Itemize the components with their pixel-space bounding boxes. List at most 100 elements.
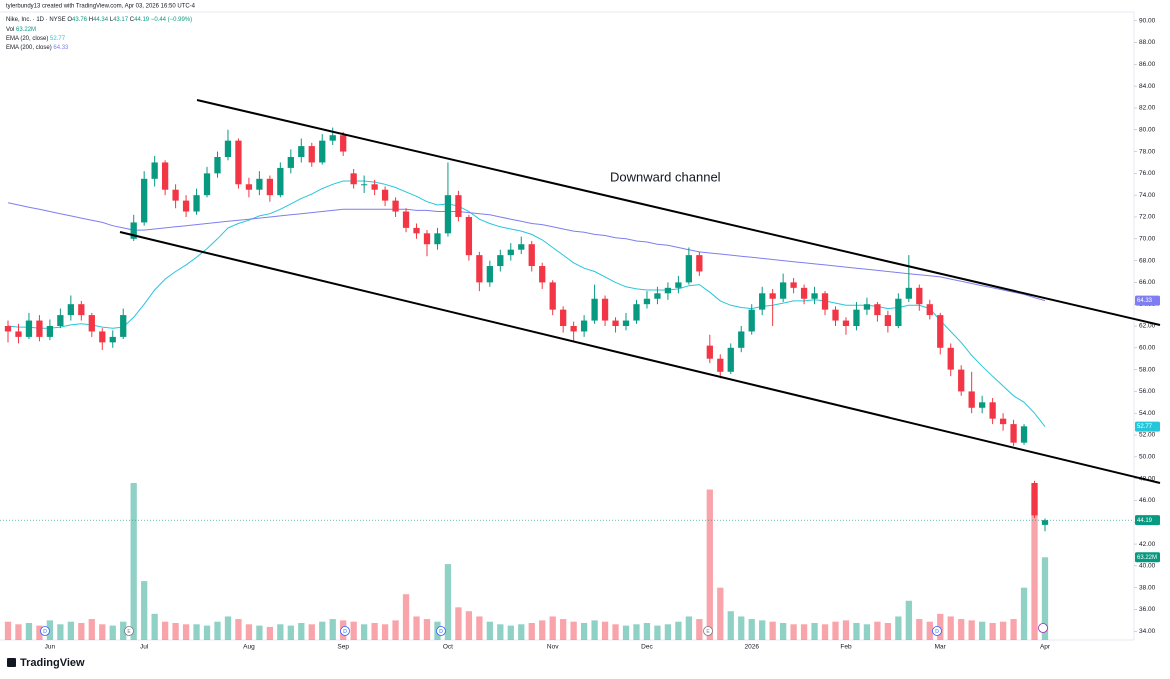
candle-body [926,304,933,316]
y-tick-label: 42.00 [1139,541,1156,548]
y-tick-label: 82.00 [1139,105,1156,112]
volume-bar [570,621,577,640]
candle-body [371,184,378,190]
candle-body [612,320,619,326]
ohlc-value: 44.19 [134,17,150,23]
volume-bar [120,621,127,640]
candle-body [57,315,64,326]
x-tick-label: Apr [1040,644,1051,651]
volume-bar [381,624,389,640]
volume-bar [1020,587,1028,640]
volume-bar [916,619,923,640]
legend-value: 64.33 [53,45,69,51]
candle-body [423,233,431,245]
volume-bar [78,622,85,640]
y-tick-label: 48.00 [1139,475,1156,482]
candle-body [151,162,158,179]
candle-body [570,326,577,332]
candle-body [4,326,12,332]
candle-body [759,293,766,310]
y-tick-label: 56.00 [1139,388,1156,395]
x-tick-label: Jun [45,644,56,651]
candle-body [853,309,860,326]
candle-body [1020,426,1028,443]
volume-bar [612,624,619,640]
volume-bar [518,624,525,640]
volume-bar [968,620,975,640]
volume-bar [57,624,64,640]
candle-body [800,287,808,299]
volume-bar [591,620,598,640]
brand: TradingView [7,657,85,669]
event-marker[interactable] [340,626,350,636]
volume-bar [67,621,74,640]
legend-ema20: EMA (20, close) 52.77 [6,36,66,42]
candle-body [214,157,221,174]
brand-logo [7,658,16,667]
y-tick-label: 70.00 [1139,235,1156,242]
volume-bar [235,619,242,640]
candle-body [455,195,462,217]
x-tick-label: Dec [641,644,653,651]
candle-body [444,195,452,234]
event-marker[interactable] [40,626,50,636]
volume-bar [298,622,305,640]
candle-body [277,167,284,196]
volume-bar [287,625,294,640]
y-tick-label: 52.00 [1139,432,1156,439]
volume-bar [675,621,682,640]
volume-bar [643,622,651,640]
volume-bar [465,611,473,640]
candle-body [989,402,996,419]
candle-body [999,418,1007,425]
volume-bar [151,613,158,640]
volume-bar [539,620,546,640]
legend-name: EMA (200, close) [6,45,52,51]
candle-body [937,315,944,348]
candle-body [738,331,745,348]
candle-body [256,178,263,190]
y-tick-label: 36.00 [1139,606,1156,613]
x-tick-label: Sep [337,644,349,651]
volume-bar [256,625,263,640]
volume-bar [769,621,776,640]
candle-body [1041,520,1049,525]
y-tick-label: 38.00 [1139,584,1156,591]
candle-body [402,211,410,228]
plot: 90.00 88.00 86.00 84.00 82.00 80.00 78.00 76.00… [0,17,1160,651]
volume-bar [905,600,912,640]
x-tick-label: Jul [140,644,149,651]
candle-body [319,140,326,163]
volume-bar [958,619,965,640]
volume-bar [88,619,95,640]
event-marker[interactable] [124,626,134,636]
legend-name: EMA (20, close) [6,36,48,42]
event-marker[interactable] [436,626,446,636]
volume-bar [622,625,630,640]
legend-volume: Vol 63.22M [6,27,36,33]
volume-bar [800,624,808,640]
event-marker[interactable] [703,626,713,636]
volume-bar [717,587,724,640]
volume-bar [224,616,232,640]
y-tick-label: 78.00 [1139,148,1156,155]
y-tick-label: 76.00 [1139,170,1156,177]
candle-body [979,402,986,408]
volume-bar [748,619,755,640]
volume-bar [821,624,829,640]
volume-bar [1031,489,1038,640]
volume-bar [99,624,106,640]
price-badge-label: 52.77 [1137,424,1153,430]
ohlc-value: 43.17 [113,17,129,23]
candle-body [434,233,441,245]
event-marker[interactable] [1038,623,1048,633]
candle-body [779,282,787,299]
event-marker[interactable] [932,626,942,636]
candle-body [591,298,598,321]
y-tick-label: 88.00 [1139,39,1156,46]
x-tick-label: Feb [840,644,852,651]
event-label: D [935,629,939,635]
volume-bar [350,621,357,640]
volume-bar [203,625,211,640]
candle-body [539,266,546,283]
